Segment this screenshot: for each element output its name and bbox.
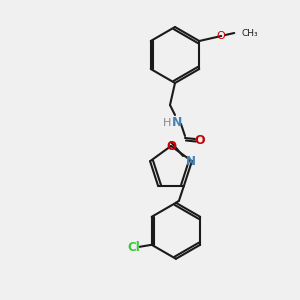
Text: N: N [186, 155, 196, 168]
Text: O: O [166, 140, 176, 152]
Text: CH₃: CH₃ [241, 28, 258, 38]
Text: O: O [217, 31, 226, 41]
Text: Cl: Cl [127, 241, 140, 254]
Text: H: H [163, 118, 171, 128]
Text: N: N [172, 116, 182, 130]
Text: O: O [195, 134, 205, 146]
